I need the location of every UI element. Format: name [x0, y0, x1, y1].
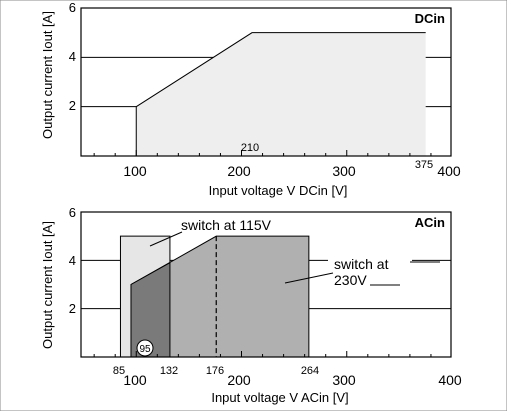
- ac-panel-label: ACin: [415, 215, 445, 230]
- dc-y-tick-label: 4: [69, 49, 76, 64]
- dc-x-axis-label: Input voltage V DCin [V]: [209, 183, 348, 198]
- dc-y-tick-label: 2: [69, 98, 76, 113]
- dc-region-boundary: [135, 32, 426, 156]
- ac-annotation-176: 176: [206, 365, 224, 377]
- ac-annotation-95: 95: [139, 344, 151, 355]
- ac-y-tick-label: 2: [69, 301, 76, 316]
- dc-panel-label: DCin: [415, 11, 445, 26]
- ac-x-tick-label: 300: [332, 372, 356, 388]
- ac-y-tick-label: 6: [69, 205, 76, 220]
- ac-annotation-85: 85: [113, 365, 125, 377]
- ac-annotation-95-bubble: [136, 339, 154, 357]
- callout-230-bg: [328, 254, 412, 289]
- dc-y-axis-label: Output current Iout [A]: [40, 11, 55, 139]
- ac-plot-frame: [80, 211, 452, 358]
- ac-annotation-132: 132: [160, 365, 178, 377]
- ac-x-tick-label: 400: [438, 372, 462, 388]
- dc-annotation-375: 375: [415, 159, 433, 171]
- dc-minor-ticks: [93, 150, 432, 156]
- dc-y-tick-labels: 2 4 6: [69, 0, 76, 113]
- ac-x-tick-label: 100: [123, 372, 147, 388]
- dc-plot-frame: [80, 7, 452, 157]
- ac-x-axis-label: Input voltage V ACin [V]: [211, 390, 348, 405]
- dc-panel: 2 4 6 100 200 300 400 210 375 DCin Input…: [40, 0, 461, 198]
- dc-y-tick-label: 6: [69, 0, 76, 15]
- callout-switch-115: switch at 115V: [181, 217, 272, 233]
- dc-operating-region: [136, 32, 426, 156]
- dc-x-tick-labels: 100 200 300 400: [123, 163, 461, 179]
- ac-panel: switch at 115V switch at 230V ACin 2 4 6…: [40, 205, 462, 405]
- callout-115-bg: [175, 215, 300, 235]
- ac-x-tick-label: 200: [227, 372, 251, 388]
- dc-x-tick-label: 400: [437, 163, 461, 179]
- callout-230-leader-c: [284, 272, 334, 284]
- callout-switch-230-line2: 230V: [334, 272, 367, 288]
- callout-115-leader: [149, 231, 183, 247]
- ac-y-tick-label: 4: [69, 253, 76, 268]
- ac-y-tick-labels: 2 4 6: [69, 205, 76, 316]
- ac-annotation-264: 264: [301, 365, 319, 377]
- ac-minor-ticks: [93, 351, 432, 357]
- dc-x-tick-label: 100: [123, 163, 147, 179]
- dc-panel-label-bg: [403, 9, 450, 29]
- callout-switch-230-line1: switch at: [334, 256, 389, 272]
- dc-annotation-210: 210: [241, 142, 259, 154]
- dc-x-tick-label: 300: [332, 163, 356, 179]
- ac-panel-label-bg: [403, 213, 450, 233]
- ac-x-tick-labels: 100 200 300 400: [123, 372, 462, 388]
- dc-x-tick-label: 200: [227, 163, 251, 179]
- ac-y-axis-label: Output current Iout [A]: [40, 221, 55, 349]
